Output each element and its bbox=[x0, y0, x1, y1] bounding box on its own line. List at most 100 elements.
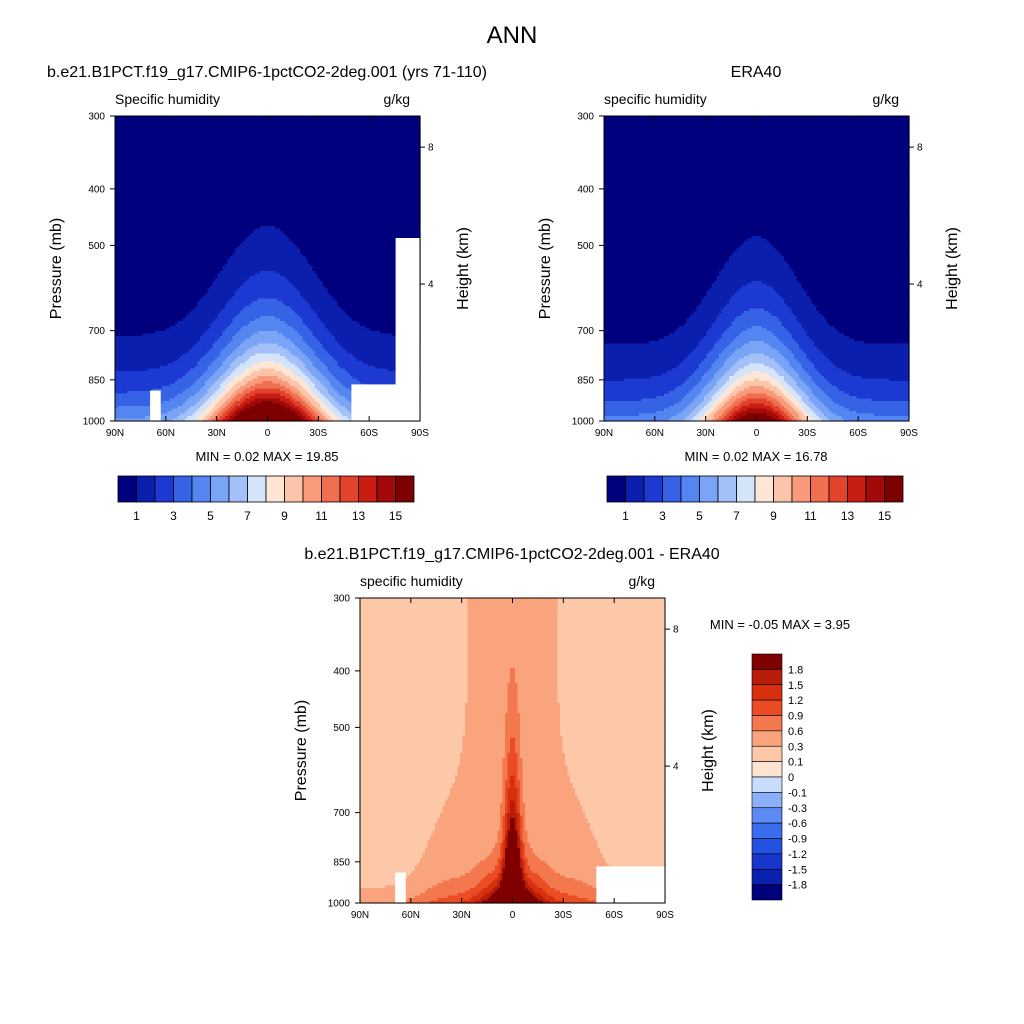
contour-cell bbox=[115, 408, 174, 412]
contour-cell bbox=[302, 351, 316, 355]
contour-cell bbox=[724, 263, 790, 267]
contour-cell bbox=[280, 398, 291, 402]
contour-cell bbox=[701, 408, 710, 412]
contour-cell bbox=[457, 893, 479, 897]
contour-cell bbox=[779, 406, 785, 410]
contour-cell bbox=[691, 401, 703, 405]
contour-cell bbox=[716, 383, 725, 387]
contour-cell bbox=[696, 346, 715, 350]
contour-cell bbox=[535, 883, 549, 887]
contour-cell bbox=[325, 416, 331, 420]
contour-cell bbox=[360, 808, 444, 812]
contour-cell bbox=[784, 398, 790, 402]
contour-cell bbox=[736, 398, 748, 402]
contour-cell bbox=[500, 803, 506, 807]
contour-cell bbox=[182, 376, 201, 380]
contour-cell bbox=[502, 793, 506, 797]
contour-cell bbox=[604, 191, 910, 195]
contour-cell bbox=[520, 843, 524, 847]
contour-cell bbox=[317, 368, 329, 372]
contour-cell bbox=[525, 860, 529, 864]
contour-cell bbox=[794, 338, 813, 342]
contour-cell bbox=[711, 348, 725, 352]
contour-cell bbox=[115, 226, 261, 230]
contour-cell bbox=[731, 296, 783, 300]
contour-cell bbox=[557, 648, 666, 652]
contour-cell bbox=[360, 775, 456, 779]
contour-cell bbox=[557, 633, 666, 637]
contour-cell bbox=[809, 373, 823, 377]
contour-cell bbox=[604, 358, 685, 362]
contour-cell bbox=[711, 326, 730, 330]
y-tick-label: 850 bbox=[333, 857, 350, 868]
contour-cell bbox=[500, 843, 504, 847]
contour-cell bbox=[360, 680, 469, 684]
contour-cell bbox=[337, 361, 364, 365]
contour-cell bbox=[467, 645, 559, 649]
contour-cell bbox=[819, 311, 910, 315]
contour-cell bbox=[245, 306, 291, 310]
contour-cell bbox=[447, 795, 504, 799]
contour-cell bbox=[240, 403, 246, 407]
contour-cell bbox=[317, 401, 324, 405]
contour-cell bbox=[520, 803, 526, 807]
contour-cell bbox=[272, 381, 289, 385]
contour-cell bbox=[490, 883, 499, 887]
contour-cell bbox=[500, 820, 504, 824]
contour-cell bbox=[185, 401, 199, 405]
contour-cell bbox=[502, 783, 506, 787]
contour-cell bbox=[562, 748, 666, 752]
contour-cell bbox=[422, 853, 491, 857]
contour-cell bbox=[779, 293, 808, 297]
contour-cell bbox=[691, 411, 700, 415]
contour-cell bbox=[577, 895, 611, 899]
contour-cell bbox=[517, 708, 561, 712]
contour-cell bbox=[801, 388, 813, 392]
contour-cell bbox=[604, 226, 910, 230]
contour-cell bbox=[557, 688, 666, 692]
contour-cell bbox=[230, 298, 259, 302]
contour-cell bbox=[197, 391, 209, 395]
contour-cell bbox=[706, 356, 720, 360]
contour-cell bbox=[360, 660, 469, 664]
contour-cell bbox=[699, 381, 710, 385]
contour-cell bbox=[604, 348, 695, 352]
contour-cell bbox=[739, 288, 775, 292]
contour-cell bbox=[604, 311, 695, 315]
contour-cell bbox=[809, 336, 850, 340]
contour-cell bbox=[337, 363, 369, 367]
contour-cell bbox=[781, 341, 798, 345]
contour-cell bbox=[292, 326, 309, 330]
contour-cell bbox=[719, 271, 795, 275]
contour-cell bbox=[731, 366, 745, 370]
contour-cell bbox=[789, 416, 795, 420]
contour-cell bbox=[502, 848, 506, 852]
contour-cell bbox=[245, 368, 261, 372]
colorbar-label: 0.1 bbox=[788, 757, 803, 769]
contour-cell bbox=[517, 753, 521, 757]
contour-cell bbox=[604, 313, 693, 317]
colorbar-swatch bbox=[699, 475, 719, 503]
contour-cell bbox=[467, 635, 559, 639]
contour-cell bbox=[709, 413, 715, 417]
contour-cell bbox=[761, 371, 778, 375]
contour-cell bbox=[522, 778, 571, 782]
contour-cell bbox=[505, 745, 511, 749]
contour-cell bbox=[115, 233, 251, 237]
contour-cell bbox=[315, 406, 321, 410]
contour-cell bbox=[562, 735, 666, 739]
contour-cell bbox=[197, 401, 206, 405]
contour-cell bbox=[517, 695, 559, 699]
contour-cell bbox=[522, 855, 526, 859]
contour-cell bbox=[250, 386, 286, 390]
contour-cell bbox=[337, 301, 421, 305]
contour-cell bbox=[731, 396, 743, 400]
contour-cell bbox=[285, 401, 294, 405]
contour-cell bbox=[305, 416, 311, 420]
contour-cell bbox=[255, 403, 281, 407]
contour-cell bbox=[460, 875, 486, 879]
contour-cell bbox=[332, 333, 394, 337]
colorbar-label: -1.5 bbox=[788, 864, 807, 876]
contour-cell bbox=[460, 755, 506, 759]
contour-cell bbox=[502, 820, 506, 824]
